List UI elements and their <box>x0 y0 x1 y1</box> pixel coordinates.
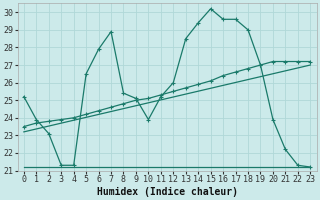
X-axis label: Humidex (Indice chaleur): Humidex (Indice chaleur) <box>97 186 237 197</box>
